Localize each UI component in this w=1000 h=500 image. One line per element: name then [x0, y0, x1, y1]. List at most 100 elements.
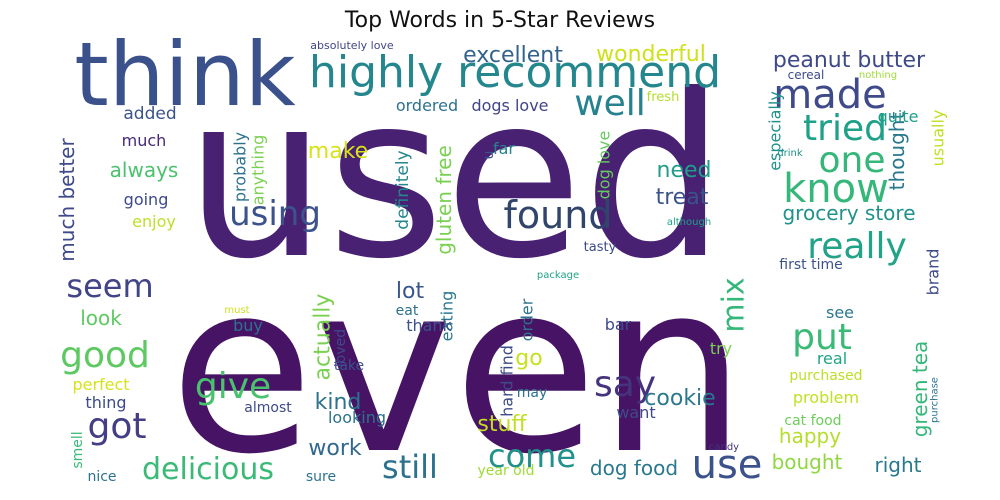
word-highly-recommend: highly recommend — [309, 47, 721, 98]
word-excellent: excellent — [463, 43, 563, 68]
word-anything: anything — [249, 135, 268, 206]
word-quite: quite — [878, 107, 919, 126]
word-actually: actually — [311, 294, 336, 381]
word-got: got — [88, 406, 147, 447]
word-u: u — [481, 151, 497, 160]
word-eat: eat — [396, 303, 419, 319]
word-smell: smell — [70, 431, 86, 468]
word-use: use — [692, 442, 763, 488]
word-kind: kind — [315, 390, 362, 415]
word-come: come — [488, 437, 576, 475]
word-go: go — [515, 346, 542, 371]
word-cat-food: cat food — [784, 413, 841, 429]
word-may: may — [517, 385, 548, 401]
word-far: far — [493, 139, 515, 158]
word-must: must — [224, 305, 249, 316]
word-hard-find: hard find — [498, 345, 517, 417]
word-eating: eating — [438, 291, 457, 342]
word-almost: almost — [244, 400, 292, 416]
word-especially: especially — [766, 91, 785, 171]
word-first-time: first time — [779, 257, 842, 273]
word-using: using — [229, 194, 321, 234]
word-going: going — [124, 190, 169, 209]
word-seem: seem — [66, 267, 153, 305]
word-right: right — [875, 453, 922, 477]
word-year-old: year old — [477, 463, 534, 479]
word-mix: mix — [717, 277, 752, 332]
word-lot: lot — [396, 279, 425, 304]
word-package: package — [537, 270, 579, 281]
word-really: really — [807, 226, 907, 267]
word-drink: drink — [777, 148, 803, 159]
word-usually: usually — [929, 110, 948, 167]
word-perfect: perfect — [72, 375, 129, 394]
word-tasty: tasty — [584, 240, 617, 255]
word-although: although — [667, 217, 711, 228]
word-one: one — [819, 140, 886, 181]
word-nice: nice — [87, 469, 116, 485]
word-buy: buy — [233, 316, 263, 335]
word-looking: looking — [328, 408, 386, 427]
word-bar: bar — [605, 315, 632, 334]
word-much: much — [122, 131, 167, 150]
word-put: put — [792, 317, 852, 358]
word-dog-food: dog food — [590, 456, 678, 480]
chart-title: Top Words in 5-Star Reviews — [344, 8, 656, 33]
word-happy: happy — [779, 424, 841, 448]
word-bought: bought — [772, 450, 843, 474]
word-probably: probably — [231, 132, 250, 202]
word-even: even — [169, 233, 746, 500]
word-always: always — [110, 158, 179, 182]
word-stuff: stuff — [477, 412, 527, 437]
word-try: try — [710, 339, 732, 358]
word-take: take — [334, 358, 364, 374]
word-still: still — [382, 448, 438, 486]
word-added: added — [123, 104, 176, 124]
word-fresh: fresh — [647, 90, 680, 105]
word-make: make — [308, 139, 368, 164]
word-tried: tried — [803, 108, 887, 149]
word-cereal: cereal — [788, 68, 825, 82]
word-purchased: purchased — [789, 368, 862, 384]
word-dog-love: dog love — [595, 131, 614, 200]
word-know: know — [783, 166, 889, 212]
word-made: made — [773, 72, 886, 118]
word-ordered: ordered — [396, 96, 458, 115]
word-think: think — [74, 23, 296, 126]
word-treat: treat — [656, 185, 709, 210]
word-found: found — [504, 193, 613, 237]
word-thought: thought — [885, 112, 909, 191]
word-used: used — [184, 47, 725, 309]
word-well: well — [574, 83, 646, 124]
word-order: order — [518, 298, 537, 341]
word-good: good — [60, 335, 150, 376]
word-peanut-butter: peanut butter — [773, 48, 926, 73]
word-candy: candy — [709, 442, 739, 453]
word-green-tea: green tea — [908, 341, 932, 438]
word-thing: thing — [85, 393, 126, 412]
word-thank: thank — [406, 316, 452, 335]
word-definitely: definitely — [393, 150, 413, 229]
word-nothing: nothing — [859, 70, 897, 81]
word-look: look — [80, 306, 122, 330]
word-gluten-free: gluten free — [432, 145, 456, 255]
word-grocery-store: grocery store — [782, 201, 915, 225]
word-brand: brand — [924, 249, 943, 296]
word-dogs-love: dogs love — [471, 96, 548, 115]
word-sure: sure — [306, 469, 336, 485]
word-delicious: delicious — [142, 452, 274, 487]
word-absolutely-love: absolutely love — [310, 39, 394, 52]
word-enjoy: enjoy — [132, 212, 176, 231]
word-want: want — [616, 403, 655, 422]
word-wonderful: wonderful — [596, 42, 706, 67]
word-problem: problem — [793, 388, 859, 407]
word-need: need — [657, 158, 712, 183]
word-purchase: purchase — [930, 377, 941, 423]
word-see: see — [826, 303, 854, 322]
word-loved: loved — [333, 329, 349, 367]
word-cookie: cookie — [644, 386, 715, 411]
word-real: real — [817, 349, 847, 368]
word-much-better: much better — [55, 138, 79, 262]
word-say: say — [594, 364, 656, 405]
